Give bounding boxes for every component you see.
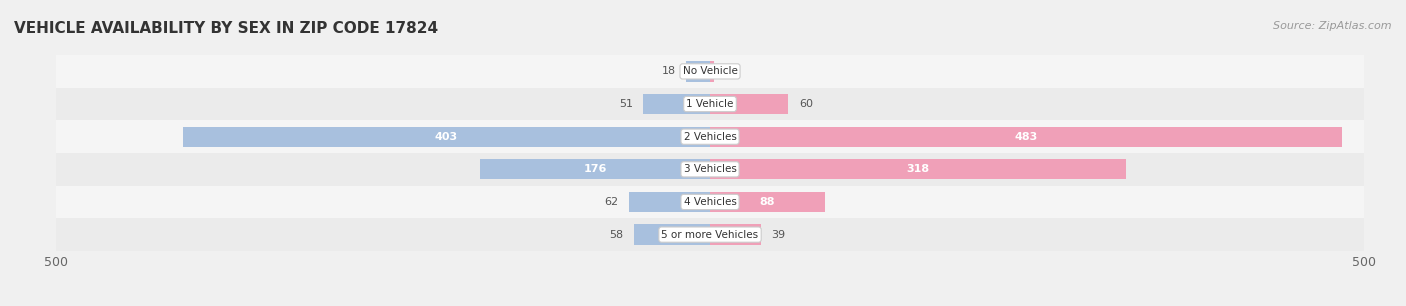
Text: 3 Vehicles: 3 Vehicles — [683, 164, 737, 174]
Bar — [710, 61, 714, 81]
Text: 5 or more Vehicles: 5 or more Vehicles — [661, 230, 759, 240]
Bar — [628, 192, 710, 212]
Bar — [710, 192, 825, 212]
Bar — [644, 94, 710, 114]
Text: 39: 39 — [772, 230, 786, 240]
Text: 4 Vehicles: 4 Vehicles — [683, 197, 737, 207]
Text: 2 Vehicles: 2 Vehicles — [683, 132, 737, 142]
Bar — [56, 153, 1364, 186]
Text: No Vehicle: No Vehicle — [682, 66, 738, 76]
Text: 318: 318 — [907, 164, 929, 174]
Text: 62: 62 — [605, 197, 619, 207]
Bar — [686, 61, 710, 81]
Bar — [710, 127, 1341, 147]
Text: VEHICLE AVAILABILITY BY SEX IN ZIP CODE 17824: VEHICLE AVAILABILITY BY SEX IN ZIP CODE … — [14, 21, 439, 36]
Bar — [56, 120, 1364, 153]
Text: 18: 18 — [662, 66, 676, 76]
Text: Source: ZipAtlas.com: Source: ZipAtlas.com — [1274, 21, 1392, 32]
Bar — [479, 159, 710, 179]
Bar — [710, 225, 761, 245]
Text: 176: 176 — [583, 164, 606, 174]
Bar — [56, 218, 1364, 251]
Text: 60: 60 — [799, 99, 813, 109]
Text: 3: 3 — [724, 66, 731, 76]
Text: 1 Vehicle: 1 Vehicle — [686, 99, 734, 109]
Text: 88: 88 — [759, 197, 775, 207]
Text: 483: 483 — [1014, 132, 1038, 142]
Bar — [710, 159, 1126, 179]
Bar — [56, 88, 1364, 120]
Text: 51: 51 — [619, 99, 633, 109]
Text: 403: 403 — [434, 132, 458, 142]
Bar — [183, 127, 710, 147]
Bar — [710, 94, 789, 114]
Bar — [634, 225, 710, 245]
Bar — [56, 186, 1364, 218]
Legend: Male, Female: Male, Female — [643, 304, 778, 306]
Bar — [56, 55, 1364, 88]
Text: 58: 58 — [610, 230, 624, 240]
